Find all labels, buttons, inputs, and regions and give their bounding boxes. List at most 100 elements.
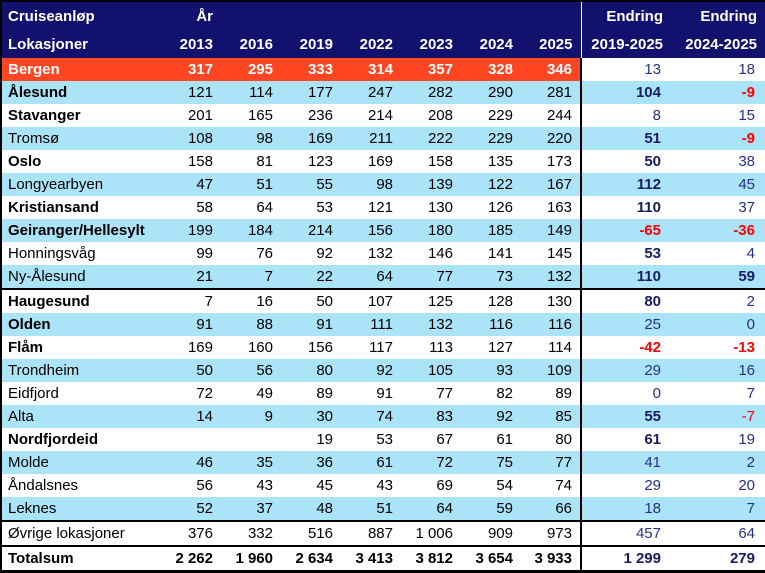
table-row: Haugesund 7 16 50 107 125 128 130 80 2	[1, 288, 765, 313]
year-value-cell: 185	[461, 219, 521, 242]
year-value-cell: 1 006	[401, 520, 461, 546]
year-value-cell: 81	[221, 150, 281, 173]
location-name: Honningsvåg	[1, 242, 161, 265]
year-value-cell: 56	[161, 474, 221, 497]
year-value-cell: 220	[521, 127, 581, 150]
year-value-cell: 107	[341, 288, 401, 313]
change-2019-2025-cell: 457	[580, 520, 671, 546]
year-value-cell: 145	[521, 242, 581, 265]
year-value-cell: 317	[161, 58, 221, 81]
year-value-cell: 139	[401, 173, 461, 196]
table-row: Ny-Ålesund 21 7 22 64 77 73 132 110 59	[1, 265, 765, 289]
location-name: Stavanger	[1, 104, 161, 127]
year-value-cell: 53	[341, 428, 401, 451]
header-spacer	[521, 1, 581, 30]
location-name: Tromsø	[1, 127, 161, 150]
header-spacer	[281, 1, 341, 30]
year-value-cell: 229	[461, 104, 521, 127]
header-spacer	[341, 1, 401, 30]
year-value-cell: 76	[221, 242, 281, 265]
change-2024-2025-cell: 0	[671, 313, 765, 336]
year-value-cell: 89	[281, 382, 341, 405]
header-year-2019: 2019	[281, 30, 341, 58]
year-value-cell: 35	[221, 451, 281, 474]
year-value-cell: 125	[401, 288, 461, 313]
year-value-cell: 376	[161, 520, 221, 546]
change-2024-2025-cell: 45	[671, 173, 765, 196]
year-value-cell: 357	[401, 58, 461, 81]
year-value-cell: 117	[341, 336, 401, 359]
year-value-cell: 132	[521, 265, 581, 289]
year-value-cell: 92	[281, 242, 341, 265]
year-value-cell: 43	[221, 474, 281, 497]
year-value-cell: 105	[401, 359, 461, 382]
year-value-cell: 82	[461, 382, 521, 405]
location-name: Leknes	[1, 497, 161, 521]
year-value-cell: 51	[341, 497, 401, 521]
year-value-cell: 14	[161, 405, 221, 428]
header-year-2024: 2024	[461, 30, 521, 58]
year-value-cell: 127	[461, 336, 521, 359]
year-value-cell: 169	[341, 150, 401, 173]
year-value-cell: 282	[401, 81, 461, 104]
change-2024-2025-cell: 7	[671, 382, 765, 405]
location-name: Alta	[1, 405, 161, 428]
year-value-cell: 516	[281, 520, 341, 546]
year-value-cell: 909	[461, 520, 521, 546]
location-name: Ålesund	[1, 81, 161, 104]
table-row: Totalsum 2 262 1 960 2 634 3 413 3 812 3 654 3 …	[1, 545, 765, 572]
header-year-2023: 2023	[401, 30, 461, 58]
year-value-cell: 163	[521, 196, 581, 219]
year-value-cell: 72	[161, 382, 221, 405]
year-value-cell: 69	[401, 474, 461, 497]
header-row-1: Cruiseanløp År Endring Endring	[1, 1, 765, 30]
change-2019-2025-cell: 104	[580, 81, 671, 104]
header-year-label: År	[161, 1, 221, 30]
year-value-cell: 50	[161, 359, 221, 382]
year-value-cell: 132	[401, 313, 461, 336]
year-value-cell: 7	[161, 288, 221, 313]
year-value-cell: 91	[161, 313, 221, 336]
table-row: Nordfjordeid 19 53 67 61 80 61 19	[1, 428, 765, 451]
year-value-cell: 328	[461, 58, 521, 81]
year-value-cell: 132	[341, 242, 401, 265]
year-value-cell: 130	[401, 196, 461, 219]
change-2024-2025-cell: -36	[671, 219, 765, 242]
table-row: Bergen 317 295 333 314 357 328 346 13 18	[1, 58, 765, 81]
year-value-cell: 92	[341, 359, 401, 382]
header-change1-label: Endring	[580, 1, 671, 30]
year-value-cell: 3 413	[341, 545, 401, 572]
year-value-cell: 3 933	[521, 545, 581, 572]
year-value-cell: 64	[401, 497, 461, 521]
table-row: Honningsvåg 99 76 92 132 146 141 145 53 4	[1, 242, 765, 265]
year-value-cell: 165	[221, 104, 281, 127]
year-value-cell: 43	[341, 474, 401, 497]
year-value-cell: 83	[401, 405, 461, 428]
year-value-cell: 73	[461, 265, 521, 289]
change-2019-2025-cell: 29	[580, 359, 671, 382]
change-2019-2025-cell: 0	[580, 382, 671, 405]
year-value-cell: 45	[281, 474, 341, 497]
header-title-line2: Lokasjoner	[1, 30, 161, 58]
year-value-cell: 180	[401, 219, 461, 242]
change-2024-2025-cell: 2	[671, 288, 765, 313]
year-value-cell: 146	[401, 242, 461, 265]
location-name: Bergen	[1, 58, 161, 81]
year-value-cell: 346	[521, 58, 581, 81]
change-2019-2025-cell: 29	[580, 474, 671, 497]
year-value-cell: 173	[521, 150, 581, 173]
year-value-cell: 22	[281, 265, 341, 289]
year-value-cell: 222	[401, 127, 461, 150]
year-value-cell: 158	[401, 150, 461, 173]
location-name: Geiranger/Hellesylt	[1, 219, 161, 242]
year-value-cell: 55	[281, 173, 341, 196]
change-2019-2025-cell: 80	[580, 288, 671, 313]
year-value-cell: 92	[461, 405, 521, 428]
year-value-cell: 214	[341, 104, 401, 127]
year-value-cell: 211	[341, 127, 401, 150]
header-row-2: Lokasjoner 2013 2016 2019 2022 2023 2024…	[1, 30, 765, 58]
change-2024-2025-cell: 64	[671, 520, 765, 546]
year-value-cell: 149	[521, 219, 581, 242]
year-value-cell: 52	[161, 497, 221, 521]
year-value-cell: 314	[341, 58, 401, 81]
